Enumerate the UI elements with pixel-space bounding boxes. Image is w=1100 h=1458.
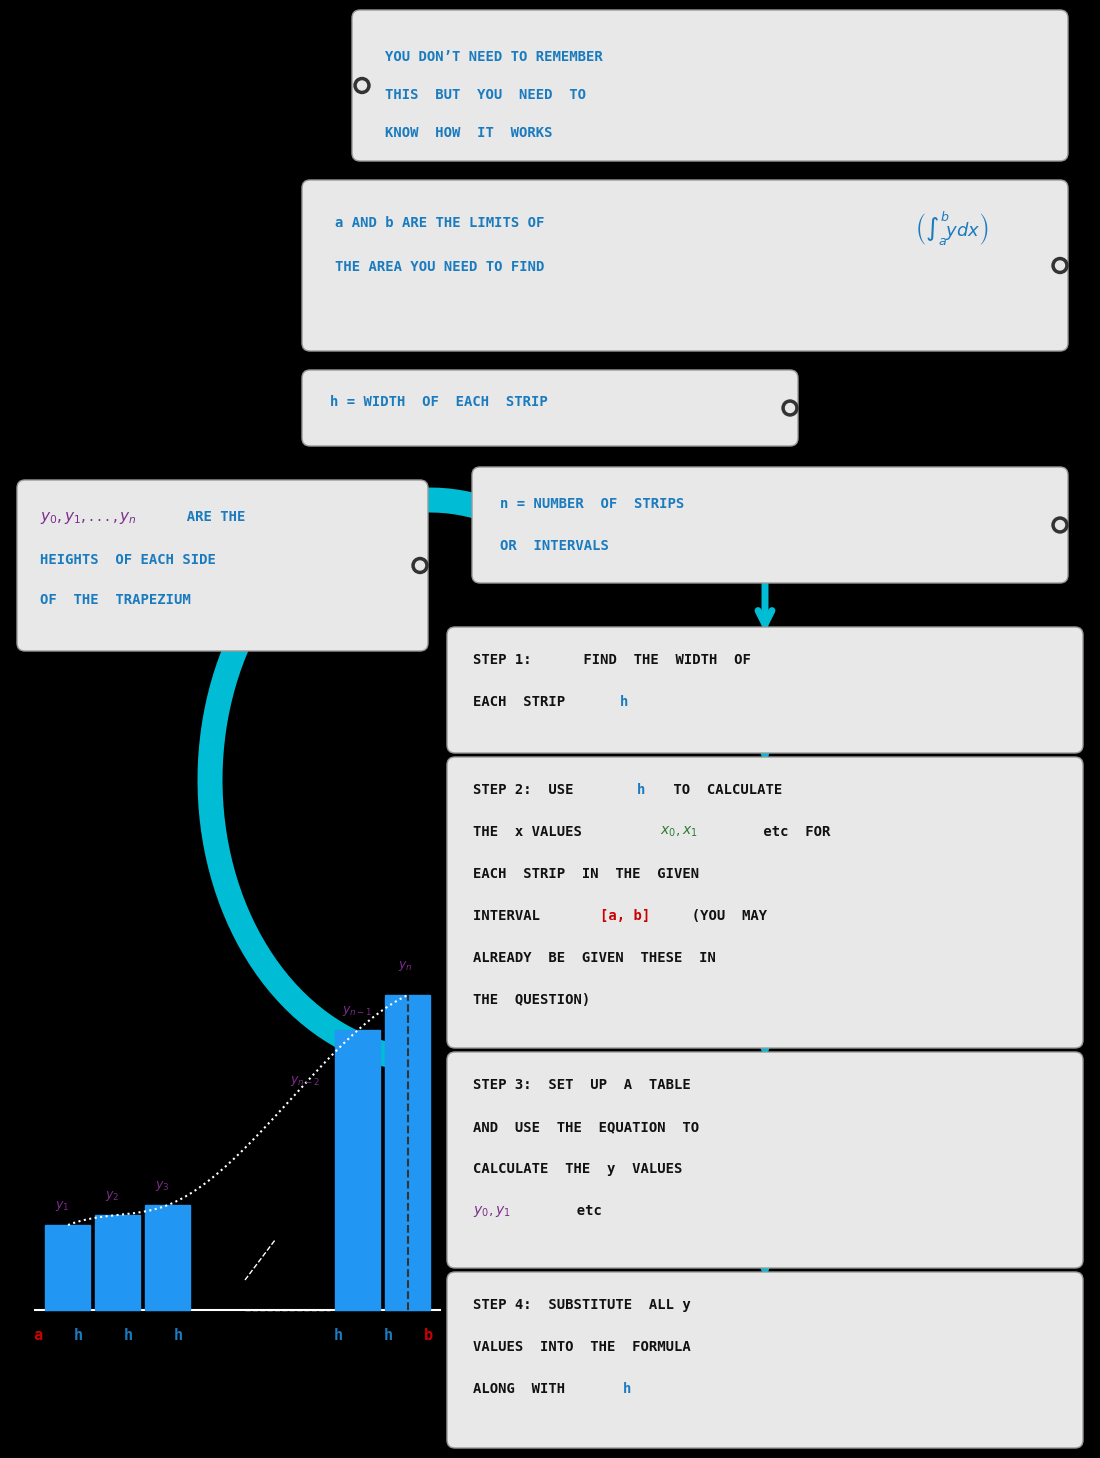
Text: $y_n$: $y_n$ [398,959,412,972]
Text: $x_0, x_1$: $x_0, x_1$ [660,825,697,840]
Text: h: h [637,783,646,798]
Text: TO  CALCULATE: TO CALCULATE [666,783,782,798]
Text: h = WIDTH  OF  EACH  STRIP: h = WIDTH OF EACH STRIP [330,395,548,410]
Circle shape [412,557,428,573]
Text: h: h [123,1328,133,1343]
Text: (YOU  MAY: (YOU MAY [675,908,767,923]
Text: ALONG  WITH: ALONG WITH [473,1382,582,1395]
FancyBboxPatch shape [16,480,428,652]
Text: $y_2$: $y_2$ [104,1190,119,1203]
Bar [336,1029,380,1309]
Bar [145,1204,190,1309]
Text: n = NUMBER  OF  STRIPS: n = NUMBER OF STRIPS [500,497,684,510]
FancyBboxPatch shape [352,10,1068,160]
Text: THE  QUESTION): THE QUESTION) [473,993,591,1007]
Text: ARE THE: ARE THE [170,510,245,523]
Text: $y_3$: $y_3$ [155,1180,169,1193]
Text: $y_1$: $y_1$ [55,1198,69,1213]
Text: etc  FOR: etc FOR [755,825,830,838]
Text: INTERVAL: INTERVAL [473,908,557,923]
FancyBboxPatch shape [447,1053,1084,1268]
Bar [385,994,430,1309]
Text: h: h [620,695,628,709]
Text: THE  x VALUES: THE x VALUES [473,825,598,838]
Text: HEIGHTS  OF EACH SIDE: HEIGHTS OF EACH SIDE [40,553,216,567]
Circle shape [782,399,797,416]
Circle shape [1052,258,1068,274]
Text: STEP 4:  SUBSTITUTE  ALL y: STEP 4: SUBSTITUTE ALL y [473,1298,691,1312]
Circle shape [354,77,370,93]
Text: b: b [424,1328,432,1343]
Circle shape [358,82,366,90]
Text: STEP 2:  USE: STEP 2: USE [473,783,582,798]
Text: ALREADY  BE  GIVEN  THESE  IN: ALREADY BE GIVEN THESE IN [473,951,716,965]
Text: [a, b]: [a, b] [600,908,650,923]
Text: STEP 3:  SET  UP  A  TABLE: STEP 3: SET UP A TABLE [473,1077,691,1092]
Text: EACH  STRIP: EACH STRIP [473,695,582,709]
Text: FIND  THE  WIDTH  OF: FIND THE WIDTH OF [575,653,751,666]
Text: THE AREA YOU NEED TO FIND: THE AREA YOU NEED TO FIND [336,260,544,274]
Text: $y_0, y_1, ..., y_n$: $y_0, y_1, ..., y_n$ [40,510,136,526]
Circle shape [1052,518,1068,534]
Text: STEP 1:: STEP 1: [473,653,540,666]
Text: $\left(\int_a^b\!ydx\right)$: $\left(\int_a^b\!ydx\right)$ [915,210,989,248]
Text: $y_0, y_1$: $y_0, y_1$ [473,1204,510,1219]
Text: OR  INTERVALS: OR INTERVALS [500,539,609,553]
FancyBboxPatch shape [447,1271,1084,1448]
Bar [45,1225,90,1309]
Text: $y_{n-1}$: $y_{n-1}$ [342,1005,373,1018]
Text: a: a [33,1328,43,1343]
Bar [95,1215,140,1309]
Circle shape [1056,261,1065,270]
Circle shape [1056,521,1065,529]
FancyBboxPatch shape [472,467,1068,583]
Text: h: h [74,1328,82,1343]
Text: KNOW  HOW  IT  WORKS: KNOW HOW IT WORKS [385,125,552,140]
Text: etc: etc [560,1204,602,1217]
Circle shape [416,561,425,570]
Text: VALUES  INTO  THE  FORMULA: VALUES INTO THE FORMULA [473,1340,691,1354]
Text: h: h [333,1328,342,1343]
Text: $y_{n-2}$: $y_{n-2}$ [290,1075,320,1088]
Text: EACH  STRIP  IN  THE  GIVEN: EACH STRIP IN THE GIVEN [473,868,700,881]
FancyBboxPatch shape [302,179,1068,351]
Text: h: h [623,1382,631,1395]
Text: a AND b ARE THE LIMITS OF: a AND b ARE THE LIMITS OF [336,216,544,230]
Text: YOU DON’T NEED TO REMEMBER: YOU DON’T NEED TO REMEMBER [385,50,603,64]
Text: THIS  BUT  YOU  NEED  TO: THIS BUT YOU NEED TO [385,87,586,102]
Circle shape [785,404,794,413]
Text: CALCULATE  THE  y  VALUES: CALCULATE THE y VALUES [473,1162,682,1177]
FancyBboxPatch shape [447,757,1084,1048]
FancyBboxPatch shape [447,627,1084,752]
FancyBboxPatch shape [302,370,798,446]
Text: AND  USE  THE  EQUATION  TO: AND USE THE EQUATION TO [473,1120,700,1134]
Text: h: h [174,1328,183,1343]
Text: OF  THE  TRAPEZIUM: OF THE TRAPEZIUM [40,593,190,607]
Text: h: h [384,1328,393,1343]
